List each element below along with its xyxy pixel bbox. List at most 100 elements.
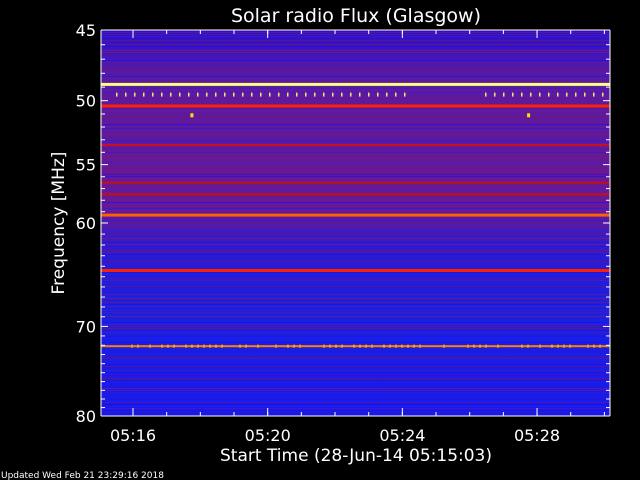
interference-tick xyxy=(575,92,577,97)
interference-tick xyxy=(257,344,259,348)
texture-line xyxy=(101,274,610,275)
interference-tick xyxy=(383,344,385,348)
texture-line xyxy=(101,146,610,147)
texture-line xyxy=(101,264,610,265)
interference-tick xyxy=(521,344,523,348)
y-axis-label: Frequency [MHz] xyxy=(49,152,69,295)
interference-tick xyxy=(386,92,388,97)
texture-line xyxy=(101,236,610,237)
texture-line xyxy=(101,40,610,41)
texture-line xyxy=(101,382,610,383)
texture-line xyxy=(101,252,610,253)
texture-line xyxy=(101,304,610,305)
texture-line xyxy=(101,338,610,339)
texture-line xyxy=(101,114,610,115)
interference-tick xyxy=(329,344,331,348)
interference-tick xyxy=(305,92,307,97)
texture-line xyxy=(101,244,610,245)
texture-line xyxy=(101,396,610,397)
interference-tick xyxy=(323,344,325,348)
interference-tick xyxy=(494,92,496,97)
interference-tick xyxy=(512,92,514,97)
texture-line xyxy=(101,316,610,317)
emission-bands xyxy=(101,82,610,348)
texture-line xyxy=(101,60,610,61)
interference-tick xyxy=(341,92,343,97)
interference-tick xyxy=(170,92,172,97)
interference-tick xyxy=(584,92,586,97)
texture-line xyxy=(101,210,610,211)
interference-tick xyxy=(401,344,403,348)
interference-tick xyxy=(599,344,601,348)
interference-tick xyxy=(443,344,445,348)
interference-tick xyxy=(368,92,370,97)
texture-line xyxy=(101,86,610,87)
interference-tick xyxy=(335,344,337,348)
interference-tick xyxy=(539,92,541,97)
texture-line xyxy=(101,170,610,171)
texture-line xyxy=(101,280,610,281)
texture-line xyxy=(101,364,610,365)
texture-line xyxy=(101,198,610,199)
texture-line xyxy=(101,76,610,77)
interference-tick xyxy=(188,92,190,97)
texture-line xyxy=(101,408,610,409)
texture-line xyxy=(101,402,610,403)
texture-line xyxy=(101,260,610,261)
texture-line xyxy=(101,314,610,315)
texture-line xyxy=(101,174,610,175)
interference-tick xyxy=(587,344,589,348)
texture-line xyxy=(101,366,610,367)
interference-tick xyxy=(161,344,163,348)
interference-tick xyxy=(395,344,397,348)
interference-tick xyxy=(116,92,118,97)
y-tick-label: 50 xyxy=(76,92,96,111)
texture-line xyxy=(101,202,610,203)
interference-tick xyxy=(527,344,529,348)
texture-line xyxy=(101,92,610,93)
texture-line xyxy=(101,58,610,59)
texture-line xyxy=(101,330,610,331)
texture-line xyxy=(101,224,610,225)
texture-line xyxy=(101,148,610,149)
interference-tick xyxy=(206,92,208,97)
texture-line xyxy=(101,310,610,311)
updated-timestamp: Updated Wed Feb 21 23:29:16 2018 xyxy=(1,471,164,480)
texture-line xyxy=(101,74,610,75)
texture-line xyxy=(101,404,610,405)
texture-line xyxy=(101,190,610,191)
texture-line xyxy=(101,286,610,287)
texture-line xyxy=(101,176,610,177)
interference-tick xyxy=(137,344,139,348)
texture-line xyxy=(101,44,610,45)
interference-tick xyxy=(602,92,604,97)
texture-line xyxy=(101,336,610,337)
interference-tick xyxy=(359,344,361,348)
texture-line xyxy=(101,62,610,63)
interference-tick xyxy=(125,92,127,97)
x-axis-label: Start Time (28-Jun-14 05:15:03) xyxy=(220,446,492,466)
texture-line xyxy=(101,326,610,327)
interference-tick xyxy=(530,92,532,97)
interference-tick xyxy=(557,344,559,348)
interference-tick xyxy=(485,92,487,97)
texture-line xyxy=(101,156,610,157)
texture-line xyxy=(101,406,610,407)
texture-line xyxy=(101,158,610,159)
emission-band xyxy=(101,104,610,108)
y-tick-label: 80 xyxy=(76,407,96,426)
interference-tick xyxy=(521,92,523,97)
x-tick-label: 05:16 xyxy=(110,426,156,445)
interference-tick xyxy=(566,92,568,97)
interference-tick xyxy=(179,92,181,97)
interference-tick xyxy=(233,92,235,97)
texture-line xyxy=(101,34,610,35)
texture-line xyxy=(101,46,610,47)
texture-line xyxy=(101,372,610,373)
texture-line xyxy=(101,124,610,125)
interference-tick xyxy=(404,92,406,97)
interference-tick xyxy=(485,344,487,348)
texture-line xyxy=(101,68,610,69)
texture-line xyxy=(101,374,610,375)
texture-line xyxy=(101,66,610,67)
